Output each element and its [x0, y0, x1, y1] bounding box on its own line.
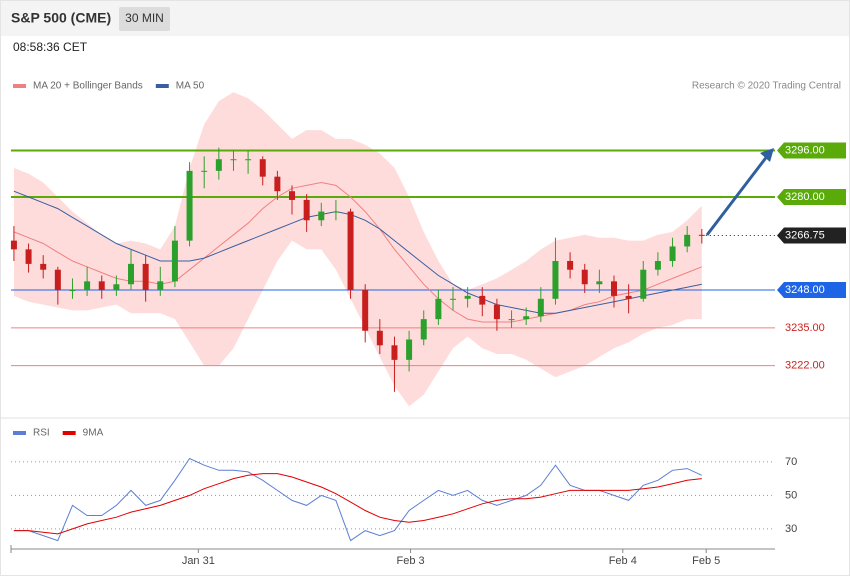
timestamp: 08:58:36 CET [13, 40, 88, 54]
candle-body [567, 260, 574, 270]
candle-body [347, 211, 354, 291]
candle-body [684, 234, 691, 247]
candle-body [523, 316, 530, 320]
candle-body [654, 260, 661, 270]
candle-body [698, 234, 705, 236]
candle-body [376, 330, 383, 346]
level-label-box [777, 189, 846, 206]
candle-body [508, 319, 515, 321]
candle-body [113, 284, 120, 291]
legend-swatch [62, 431, 76, 435]
candle-body [493, 304, 500, 320]
legend-swatch [13, 431, 26, 435]
indicator-line [13, 473, 702, 535]
price-panel: 3296.00 3280.00 3266.75 3248.00 3235.00 3222.… [10, 81, 846, 407]
candle-body [201, 170, 208, 172]
legend-label: 9MA [83, 428, 104, 439]
candle-body [318, 211, 325, 221]
forecast-arrow [705, 154, 770, 236]
candle-body [98, 281, 105, 291]
candle-body [332, 211, 339, 213]
y-tick-label: 70 [785, 456, 797, 468]
candle-body [245, 159, 252, 161]
interval: 30 MIN [125, 11, 164, 25]
x-tick-label: Feb 3 [396, 555, 424, 567]
candle-body [611, 281, 618, 296]
y-tick-label: 30 [785, 523, 797, 535]
indicator-line [13, 457, 703, 542]
candle-body [40, 263, 47, 270]
candle-body [289, 191, 296, 200]
candle-body [274, 176, 281, 192]
legend-label: MA 20 + Bollinger Bands [33, 81, 143, 92]
rsi-panel: 30 50 70 Jan 31 Feb 3 Feb 4 Feb 5 RSI 9MA [10, 428, 797, 567]
level-label: 3296.00 [785, 144, 825, 156]
level-label-box [777, 282, 846, 299]
level-label: 3222.00 [785, 360, 825, 372]
candle-body [157, 281, 164, 291]
credit: Research © 2020 Trading Central [692, 81, 841, 92]
candle-body [54, 269, 61, 291]
candle-body [362, 290, 369, 331]
bollinger-band [13, 92, 702, 407]
x-tick-label: Feb 4 [609, 555, 637, 567]
candle-body [215, 159, 222, 171]
candle-body [596, 281, 603, 285]
candle-body [479, 295, 486, 305]
level-label-box [777, 142, 846, 159]
candle-body [128, 263, 135, 285]
y-tick-label: 50 [785, 489, 797, 501]
level-label: 3280.00 [785, 191, 825, 203]
candle-body [406, 339, 413, 360]
candle-body [625, 295, 632, 299]
candle-body [142, 263, 149, 291]
candle-body [10, 240, 17, 250]
candle-body [669, 246, 676, 261]
interval-badge [119, 7, 170, 31]
moving-average [13, 190, 702, 314]
candle-body [69, 290, 76, 292]
x-tick-label: Feb 5 [692, 555, 720, 567]
candle-body [259, 159, 266, 177]
candle-body [581, 269, 588, 285]
candle-body [186, 170, 193, 241]
level-label: 3266.75 [785, 229, 825, 241]
x-tick-label: Jan 31 [182, 555, 215, 567]
legend-swatch [13, 84, 26, 88]
legend-label: RSI [33, 428, 50, 439]
candle-body [552, 260, 559, 299]
candle-body [640, 269, 647, 299]
legend-swatch [155, 84, 169, 88]
candle-body [537, 298, 544, 317]
candle-body [171, 240, 178, 282]
chart-title: S&P 500 (CME) [11, 10, 111, 26]
candle-body [435, 298, 442, 320]
candle-body [230, 159, 237, 161]
candle-body [84, 281, 91, 291]
level-label-box [777, 227, 846, 244]
candle-body [25, 249, 32, 264]
legend-label: MA 50 [176, 81, 205, 92]
candle-body [391, 345, 398, 360]
level-label: 3235.00 [785, 322, 825, 334]
candle-body [450, 298, 457, 300]
candle-body [420, 319, 427, 340]
forecast-arrowhead [760, 148, 774, 162]
level-label: 3248.00 [785, 284, 825, 296]
candle-body [464, 295, 471, 299]
candle-body [303, 199, 310, 221]
